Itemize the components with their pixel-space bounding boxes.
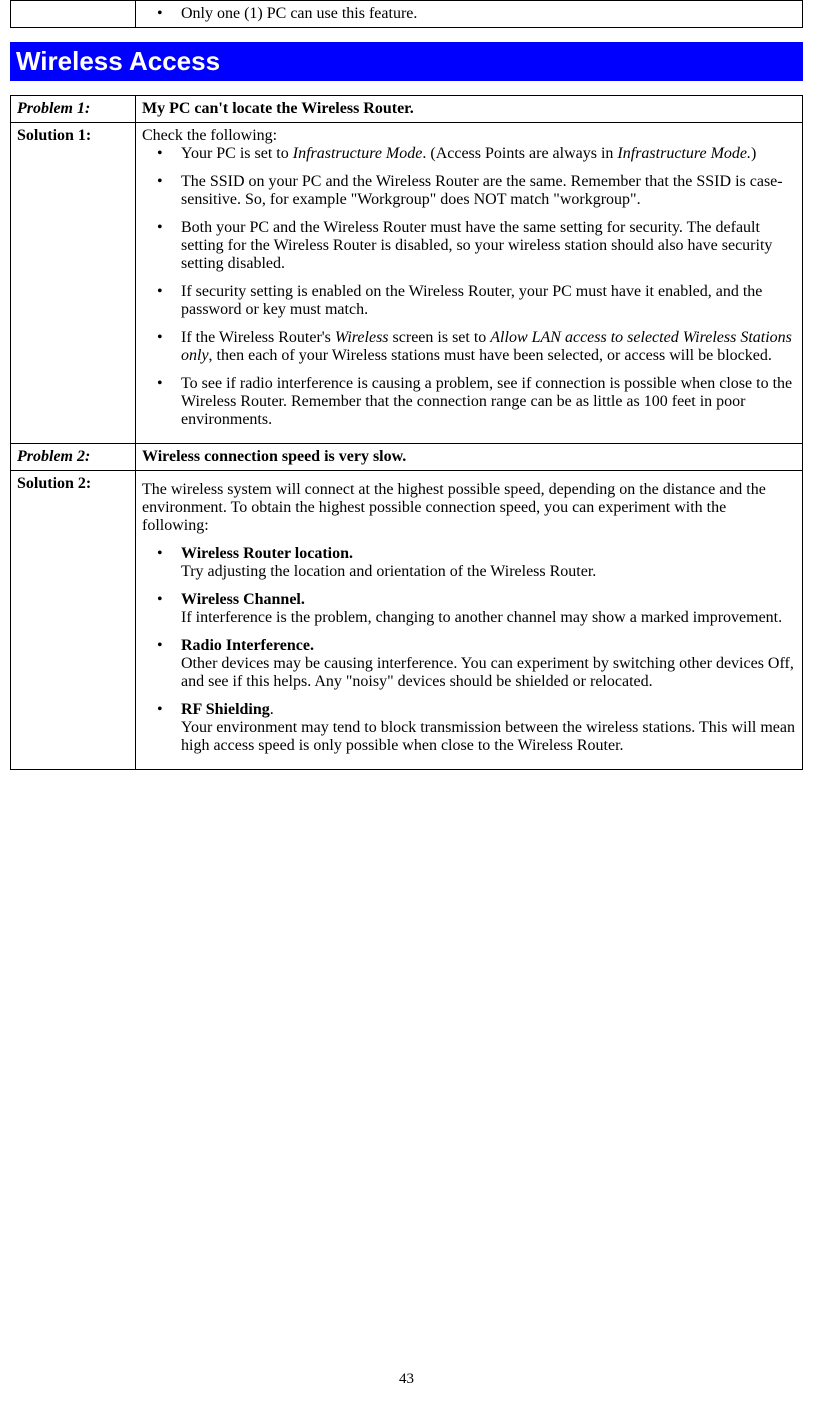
bullet-heading: Wireless Channel. [181,591,305,608]
bullet-body: If interference is the problem, changing… [181,609,782,626]
bullet-text: To see if radio interference is causing … [181,375,792,428]
bullet-text: Infrastructure Mode [293,145,423,162]
list-item: Wireless Router location. Try adjusting … [157,545,796,581]
solution-label: Solution 2: [17,475,91,492]
list-item: Both your PC and the Wireless Router mus… [157,219,796,273]
list-item: If the Wireless Router's Wireless screen… [157,329,796,365]
section-header: Wireless Access [10,42,803,81]
problem-text: Wireless connection speed is very slow. [142,448,406,465]
bullet-text: . (Access Points are always in [422,145,617,162]
solution-bullet-list: Your PC is set to Infrastructure Mode. (… [142,145,796,429]
table-row: Only one (1) PC can use this feature. [11,1,803,28]
solution-label-cell: Solution 2: [11,471,136,770]
top-note-left-cell [11,1,136,28]
list-item: Radio Interference. Other devices may be… [157,637,796,691]
list-item: If security setting is enabled on the Wi… [157,283,796,319]
bullet-text: , then each of your Wireless stations mu… [209,347,772,364]
table-row: Problem 1: My PC can't locate the Wirele… [11,96,803,123]
bullet-body: Your environment may tend to block trans… [181,719,795,754]
solution-label-cell: Solution 1: [11,123,136,444]
solution-label: Solution 1: [17,127,91,144]
solution-intro-para: The wireless system will connect at the … [142,481,796,535]
solution-content-cell: Check the following: Your PC is set to I… [136,123,803,444]
bullet-text: If the Wireless Router's [181,329,335,346]
bullet-heading: RF Shielding [181,701,270,718]
top-note-bullet: Only one (1) PC can use this feature. [157,5,796,23]
table-row: Problem 2: Wireless connection speed is … [11,444,803,471]
solution-content-cell: The wireless system will connect at the … [136,471,803,770]
solution-intro: Check the following: [142,127,796,145]
solution-bullet-list: Wireless Router location. Try adjusting … [142,545,796,755]
table-row: Solution 1: Check the following: Your PC… [11,123,803,444]
top-note-table: Only one (1) PC can use this feature. [10,0,803,28]
bullet-text: Both your PC and the Wireless Router mus… [181,219,772,272]
problem-label-cell: Problem 2: [11,444,136,471]
problem-content-cell: My PC can't locate the Wireless Router. [136,96,803,123]
wireless-access-table: Problem 1: My PC can't locate the Wirele… [10,95,803,770]
bullet-text: If security setting is enabled on the Wi… [181,283,762,318]
page-number: 43 [399,1371,414,1388]
bullet-heading-suffix: . [270,701,274,718]
list-item: The SSID on your PC and the Wireless Rou… [157,173,796,209]
top-note-right-cell: Only one (1) PC can use this feature. [136,1,803,28]
bullet-text: Infrastructure Mode. [617,145,751,162]
bullet-text: Wireless [335,329,389,346]
list-item: To see if radio interference is causing … [157,375,796,429]
bullet-body: Try adjusting the location and orientati… [181,563,596,580]
bullet-text: ) [751,145,756,162]
bullet-text: screen is set to [389,329,491,346]
problem-label: Problem 1: [17,100,90,117]
problem-content-cell: Wireless connection speed is very slow. [136,444,803,471]
bullet-text: Your PC is set to [181,145,293,162]
list-item: RF Shielding. Your environment may tend … [157,701,796,755]
list-item: Wireless Channel. If interference is the… [157,591,796,627]
problem-label-cell: Problem 1: [11,96,136,123]
table-row: Solution 2: The wireless system will con… [11,471,803,770]
problem-label: Problem 2: [17,448,90,465]
problem-text: My PC can't locate the Wireless Router. [142,100,414,117]
bullet-heading: Wireless Router location. [181,545,353,562]
bullet-text: The SSID on your PC and the Wireless Rou… [181,173,783,208]
bullet-body: Other devices may be causing interferenc… [181,655,794,690]
list-item: Your PC is set to Infrastructure Mode. (… [157,145,796,163]
bullet-heading: Radio Interference. [181,637,314,654]
